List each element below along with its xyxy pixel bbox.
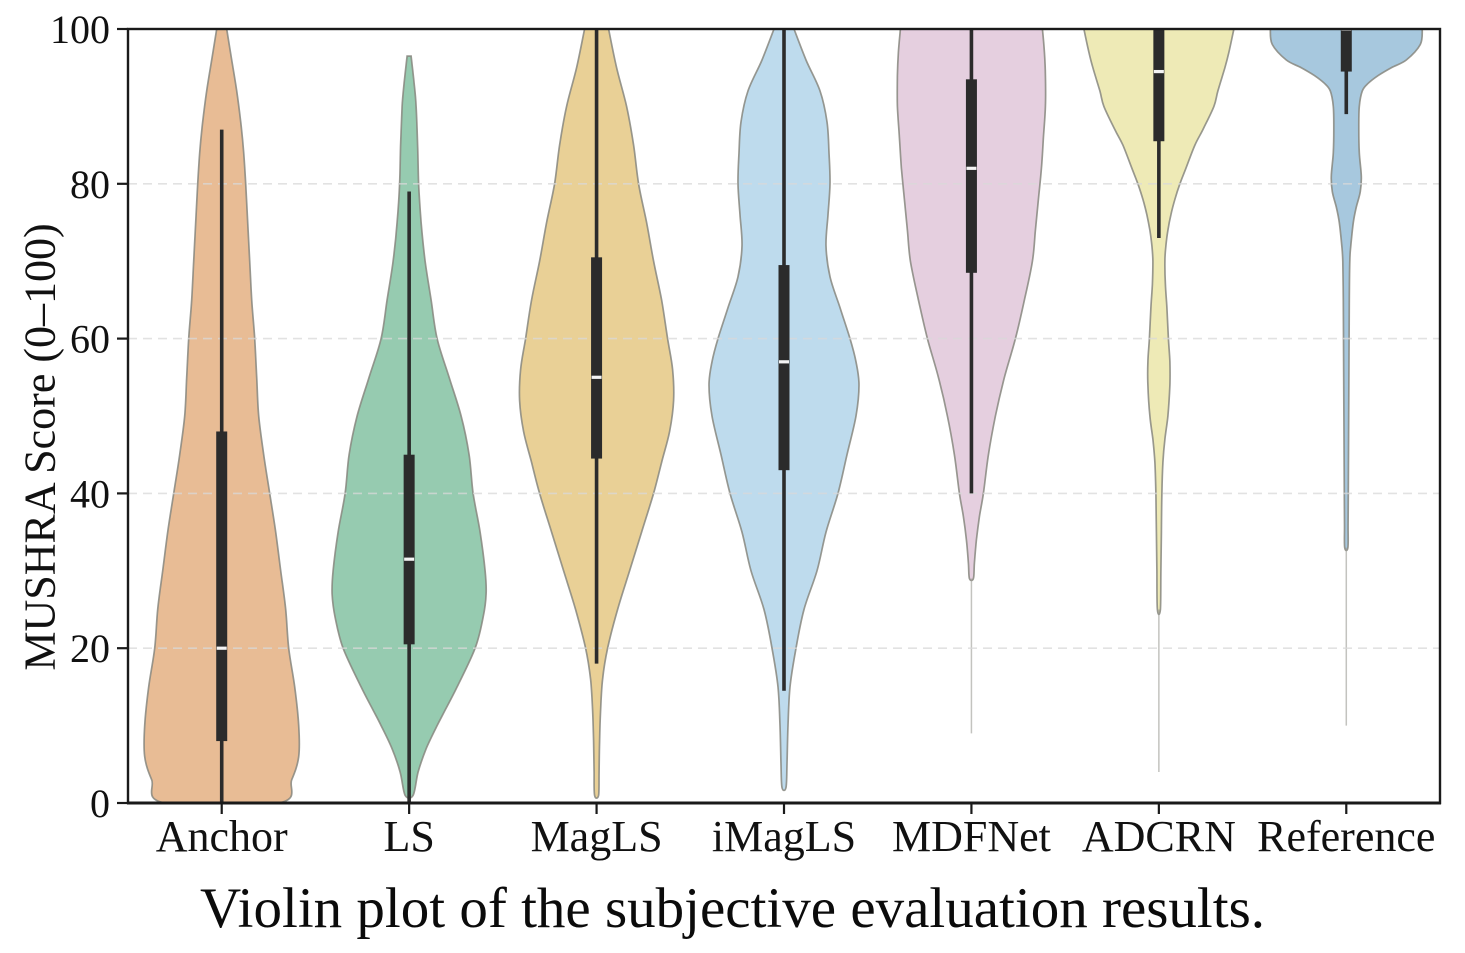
y-axis-label: MUSHRA Score (0–100) xyxy=(15,223,65,671)
iqr-box-adcrn xyxy=(1153,29,1165,142)
x-tick-label-reference: Reference xyxy=(1257,812,1435,861)
median-adcrn xyxy=(1153,69,1164,74)
median-mdfnet xyxy=(966,166,977,170)
iqr-box-reference xyxy=(1340,29,1352,72)
chart-canvas: 0 20 40 60 80 100 Anchor LS MagLS iMagLS MDFNet ADC… xyxy=(50,7,1442,861)
figure-caption: Violin plot of the subjective evaluation… xyxy=(199,877,1266,940)
median-magls xyxy=(591,375,602,379)
y-tick-label-80: 80 xyxy=(70,162,110,207)
x-tick-label-ls: LS xyxy=(383,812,434,861)
median-anchor xyxy=(216,646,227,650)
iqr-box-ls xyxy=(403,454,415,645)
x-tick-label-magls: MagLS xyxy=(531,812,663,861)
iqr-box-mdfnet xyxy=(965,79,977,273)
y-tick-label-40: 40 xyxy=(70,471,110,516)
iqr-box-anchor xyxy=(216,431,228,742)
y-tick-label-20: 20 xyxy=(70,626,110,671)
violins-layer xyxy=(143,29,1424,803)
x-tick-label-mdfnet: MDFNet xyxy=(892,812,1051,861)
x-tick-label-adcrn: ADCRN xyxy=(1082,812,1236,861)
y-tick-label-100: 100 xyxy=(50,7,110,52)
y-tick-label-0: 0 xyxy=(90,781,110,826)
x-tick-label-anchor: Anchor xyxy=(156,812,288,861)
y-tick-label-60: 60 xyxy=(70,317,110,362)
median-ls xyxy=(404,557,415,561)
iqr-box-magls xyxy=(591,257,603,459)
iqr-box-imagls xyxy=(778,265,790,471)
median-imagls xyxy=(779,360,789,364)
x-tick-label-imagls: iMagLS xyxy=(712,812,856,861)
